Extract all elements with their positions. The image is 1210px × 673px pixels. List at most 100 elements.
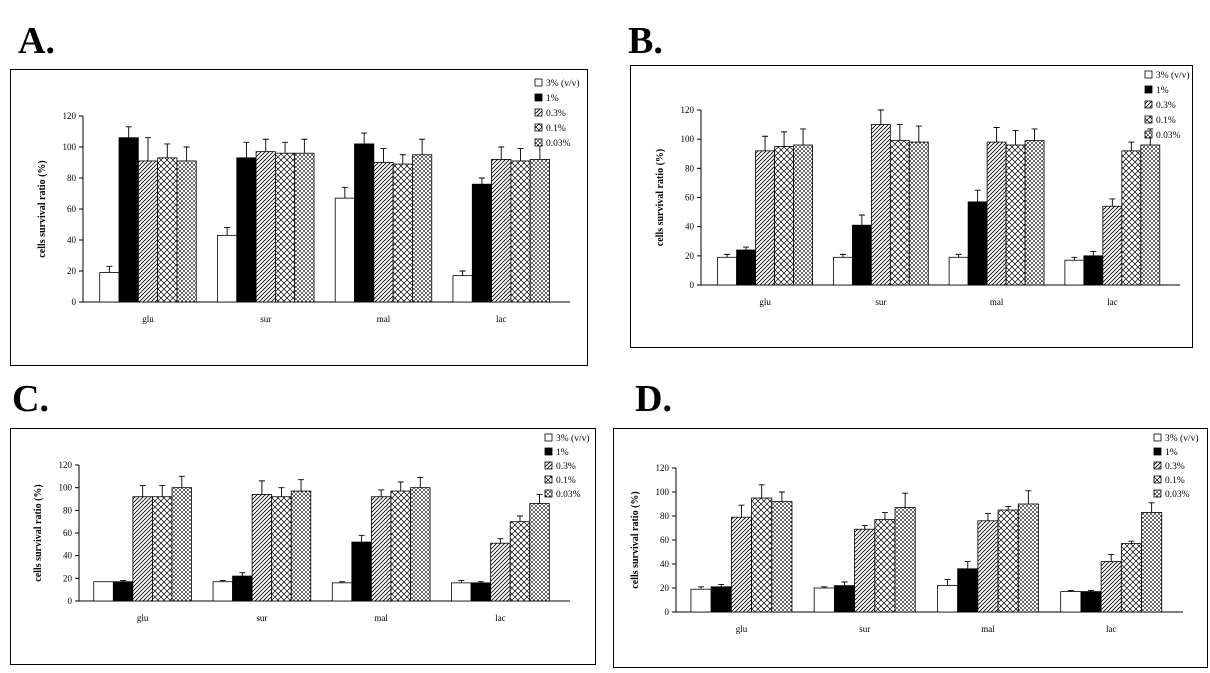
bar-lac-4: [1120, 543, 1142, 613]
error-bar: [877, 109, 884, 125]
error-bar: [380, 148, 387, 163]
bar-mal-4: [392, 163, 413, 303]
error-bar: [984, 513, 991, 521]
y-tick-label: 80: [660, 511, 670, 521]
legend-label: 0.03%: [1165, 490, 1190, 500]
legend-swatch: [544, 475, 553, 484]
error-bar: [397, 481, 404, 492]
legend-label: 3% (v/v): [556, 433, 590, 444]
bar-sur-5: [294, 152, 315, 303]
y-axis-label: cells survival ratio (%): [655, 149, 666, 246]
bar-glu-2: [112, 581, 134, 602]
legend-swatch: [534, 123, 543, 132]
bar-lac-4: [509, 521, 531, 602]
error-bar: [139, 484, 146, 497]
error-bar: [282, 141, 289, 154]
bar-sur-4: [274, 152, 296, 303]
bar-sur-3: [251, 494, 273, 602]
error-bar: [419, 138, 426, 155]
bar-lac-5: [529, 159, 550, 303]
legend-swatch: [1153, 475, 1162, 484]
error-bar: [219, 580, 226, 582]
error-bar: [159, 484, 166, 497]
legend-swatch: [1144, 100, 1153, 109]
legend-swatch: [534, 108, 543, 117]
bar-sur-3: [870, 124, 891, 286]
x-category-label-lac: lac: [496, 314, 507, 324]
error-bar: [1128, 141, 1135, 151]
error-bar: [762, 135, 769, 151]
chart-panel-a: 0 20 40 60 80 100 120 cells survival ratio (%) g…: [10, 69, 588, 366]
y-tick-label: 20: [660, 583, 670, 593]
y-tick-label: 120: [63, 111, 77, 121]
bar-mal-5: [1024, 140, 1045, 286]
bar-lac-1: [1060, 591, 1082, 613]
x-category-label-mal: mal: [981, 624, 995, 634]
legend-swatch: [544, 489, 553, 498]
error-bar: [258, 480, 265, 495]
bar-lac-2: [470, 582, 492, 602]
bar-lac-3: [1102, 205, 1123, 286]
bar-lac-3: [491, 159, 512, 303]
error-bar: [858, 214, 865, 226]
legend-swatch: [1153, 433, 1162, 442]
error-bar: [477, 581, 484, 583]
bar-mal-2: [354, 143, 375, 303]
bar-sur-1: [217, 234, 238, 303]
legend-swatch: [544, 447, 553, 456]
legend-swatch: [534, 93, 543, 102]
y-tick-label: 80: [63, 505, 73, 515]
bar-glu-1: [99, 272, 120, 303]
legend-swatch: [1153, 447, 1162, 456]
error-bar: [224, 227, 231, 236]
bar-lac-4: [1121, 150, 1142, 286]
y-tick-label: 100: [656, 487, 670, 497]
error-bar: [243, 141, 250, 158]
bar-sur-2: [232, 575, 253, 602]
bar-sur-1: [212, 581, 233, 602]
error-bar: [1148, 502, 1155, 513]
error-bar: [718, 583, 725, 587]
bar-sur-3: [255, 151, 276, 303]
y-tick-label: 40: [685, 222, 695, 232]
bar-mal-1: [334, 197, 355, 303]
bar-mal-3: [373, 162, 394, 303]
bar-mal-5: [412, 154, 433, 303]
x-category-label-sur: sur: [875, 297, 886, 307]
error-bar: [361, 132, 368, 144]
y-tick-label: 80: [67, 173, 77, 183]
x-category-label-lac: lac: [495, 613, 506, 623]
error-bar: [497, 538, 504, 544]
y-tick-label: 100: [681, 134, 695, 144]
y-tick-label: 120: [681, 105, 695, 115]
error-bar: [417, 477, 424, 488]
bar-glu-5: [771, 501, 793, 613]
error-bar: [516, 515, 523, 522]
y-tick-label: 40: [67, 235, 77, 245]
error-bar: [944, 579, 951, 586]
x-category-label-glu: glu: [736, 624, 748, 634]
bar-glu-4: [157, 157, 178, 303]
error-bar: [278, 487, 285, 497]
legend-label: 3% (v/v): [1165, 433, 1199, 444]
error-bar: [358, 534, 365, 543]
error-bar: [881, 511, 888, 520]
bar-glu-2: [118, 137, 139, 303]
error-bar: [964, 561, 971, 569]
bar-glu-1: [690, 588, 712, 613]
bar-lac-4: [510, 160, 531, 303]
x-category-label-mal: mal: [990, 297, 1004, 307]
bar-glu-5: [793, 144, 813, 286]
y-tick-label: 0: [68, 596, 73, 606]
error-bar: [724, 253, 731, 258]
bar-glu-3: [137, 160, 159, 303]
error-bar: [781, 131, 788, 147]
y-tick-label: 60: [67, 204, 77, 214]
legend-swatch: [1144, 70, 1153, 79]
y-tick-label: 80: [685, 163, 695, 173]
bar-sur-2: [236, 157, 257, 303]
bar-mal-4: [997, 509, 1019, 613]
error-bar: [183, 146, 190, 161]
bar-glu-4: [774, 146, 794, 286]
error-bar: [1025, 490, 1032, 504]
